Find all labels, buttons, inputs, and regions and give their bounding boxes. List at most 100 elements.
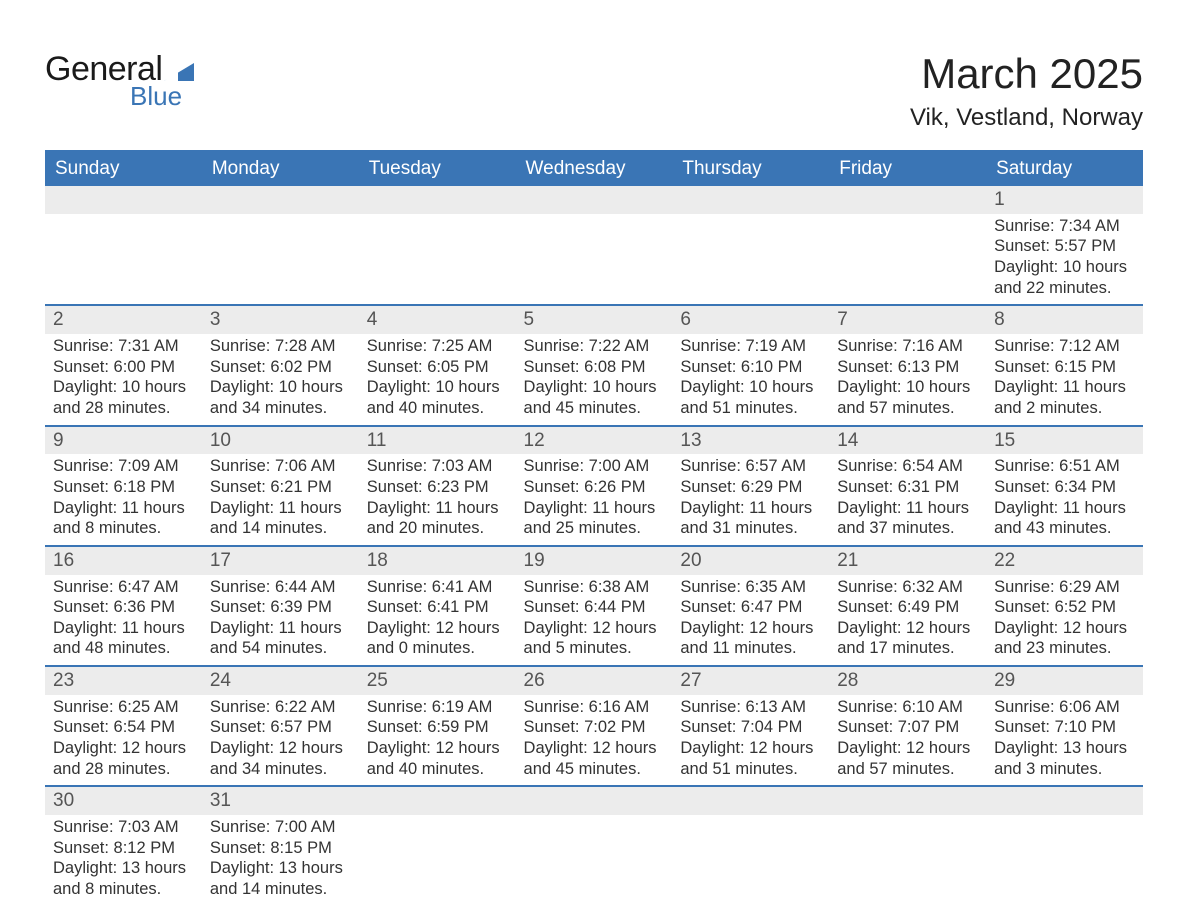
dl1-label: Daylight: 11 hours <box>210 498 351 519</box>
dl2-label: and 0 minutes. <box>367 638 508 659</box>
sunset-label: Sunset: 8:12 PM <box>53 838 194 859</box>
sunrise-label: Sunrise: 6:25 AM <box>53 697 194 718</box>
day-number: 11 <box>359 426 516 455</box>
day-number: 19 <box>516 546 673 575</box>
day-number: 31 <box>202 786 359 815</box>
sunrise-label: Sunrise: 7:03 AM <box>53 817 194 838</box>
day-cell <box>202 214 359 306</box>
dl1-label: Daylight: 12 hours <box>524 618 665 639</box>
sunrise-label: Sunrise: 7:06 AM <box>210 456 351 477</box>
day-cell <box>829 214 986 306</box>
day-number: 26 <box>516 666 673 695</box>
sunset-label: Sunset: 6:15 PM <box>994 357 1135 378</box>
sunrise-label: Sunrise: 7:16 AM <box>837 336 978 357</box>
dl1-label: Daylight: 13 hours <box>210 858 351 879</box>
dl1-label: Daylight: 12 hours <box>837 738 978 759</box>
dl1-label: Daylight: 10 hours <box>367 377 508 398</box>
dl1-label: Daylight: 12 hours <box>680 618 821 639</box>
day-cell <box>986 815 1143 906</box>
sunset-label: Sunset: 6:39 PM <box>210 597 351 618</box>
dl2-label: and 8 minutes. <box>53 518 194 539</box>
day-number <box>359 186 516 214</box>
dl2-label: and 25 minutes. <box>524 518 665 539</box>
sunrise-label: Sunrise: 6:35 AM <box>680 577 821 598</box>
day-cell <box>672 214 829 306</box>
sunrise-label: Sunrise: 7:00 AM <box>210 817 351 838</box>
sunrise-label: Sunrise: 6:32 AM <box>837 577 978 598</box>
day-number: 3 <box>202 305 359 334</box>
day-number-row: 23242526272829 <box>45 666 1143 695</box>
sunrise-label: Sunrise: 7:34 AM <box>994 216 1135 237</box>
sunset-label: Sunset: 6:57 PM <box>210 717 351 738</box>
day-cell: Sunrise: 7:25 AMSunset: 6:05 PMDaylight:… <box>359 334 516 426</box>
sunrise-label: Sunrise: 6:10 AM <box>837 697 978 718</box>
day-number <box>829 786 986 815</box>
dl2-label: and 57 minutes. <box>837 398 978 419</box>
day-cell <box>359 214 516 306</box>
day-cell: Sunrise: 6:29 AMSunset: 6:52 PMDaylight:… <box>986 575 1143 667</box>
header: General Blue March 2025 Vik, Vestland, N… <box>45 50 1143 132</box>
day-cell <box>516 815 673 906</box>
day-cell: Sunrise: 6:32 AMSunset: 6:49 PMDaylight:… <box>829 575 986 667</box>
day-number: 4 <box>359 305 516 334</box>
day-number: 25 <box>359 666 516 695</box>
dl1-label: Daylight: 12 hours <box>367 738 508 759</box>
day-header: Sunday <box>45 151 202 186</box>
sunrise-label: Sunrise: 7:28 AM <box>210 336 351 357</box>
day-cell: Sunrise: 6:19 AMSunset: 6:59 PMDaylight:… <box>359 695 516 787</box>
sunset-label: Sunset: 5:57 PM <box>994 236 1135 257</box>
dl1-label: Daylight: 10 hours <box>994 257 1135 278</box>
day-cell: Sunrise: 7:00 AMSunset: 6:26 PMDaylight:… <box>516 454 673 546</box>
day-number: 22 <box>986 546 1143 575</box>
day-cell: Sunrise: 6:41 AMSunset: 6:41 PMDaylight:… <box>359 575 516 667</box>
day-content-row: Sunrise: 6:47 AMSunset: 6:36 PMDaylight:… <box>45 575 1143 667</box>
day-number: 21 <box>829 546 986 575</box>
day-number: 24 <box>202 666 359 695</box>
dl2-label: and 43 minutes. <box>994 518 1135 539</box>
dl2-label: and 22 minutes. <box>994 278 1135 299</box>
day-number: 15 <box>986 426 1143 455</box>
day-number: 12 <box>516 426 673 455</box>
sunset-label: Sunset: 6:18 PM <box>53 477 194 498</box>
sunrise-label: Sunrise: 6:57 AM <box>680 456 821 477</box>
dl1-label: Daylight: 12 hours <box>210 738 351 759</box>
sunset-label: Sunset: 6:26 PM <box>524 477 665 498</box>
sunset-label: Sunset: 7:04 PM <box>680 717 821 738</box>
day-number <box>829 186 986 214</box>
dl1-label: Daylight: 10 hours <box>53 377 194 398</box>
day-cell: Sunrise: 7:03 AMSunset: 6:23 PMDaylight:… <box>359 454 516 546</box>
sunset-label: Sunset: 6:36 PM <box>53 597 194 618</box>
sunrise-label: Sunrise: 6:19 AM <box>367 697 508 718</box>
dl2-label: and 54 minutes. <box>210 638 351 659</box>
sunset-label: Sunset: 6:34 PM <box>994 477 1135 498</box>
day-number: 7 <box>829 305 986 334</box>
dl1-label: Daylight: 12 hours <box>837 618 978 639</box>
day-number: 10 <box>202 426 359 455</box>
day-number: 17 <box>202 546 359 575</box>
day-cell: Sunrise: 6:06 AMSunset: 7:10 PMDaylight:… <box>986 695 1143 787</box>
dl2-label: and 17 minutes. <box>837 638 978 659</box>
dl1-label: Daylight: 10 hours <box>837 377 978 398</box>
day-cell: Sunrise: 6:16 AMSunset: 7:02 PMDaylight:… <box>516 695 673 787</box>
day-number: 8 <box>986 305 1143 334</box>
sunrise-label: Sunrise: 6:54 AM <box>837 456 978 477</box>
dl2-label: and 34 minutes. <box>210 759 351 780</box>
sunset-label: Sunset: 6:44 PM <box>524 597 665 618</box>
dl1-label: Daylight: 11 hours <box>524 498 665 519</box>
dl2-label: and 23 minutes. <box>994 638 1135 659</box>
dl1-label: Daylight: 11 hours <box>994 377 1135 398</box>
sunset-label: Sunset: 6:08 PM <box>524 357 665 378</box>
dl1-label: Daylight: 12 hours <box>367 618 508 639</box>
day-cell <box>359 815 516 906</box>
calendar-table: Sunday Monday Tuesday Wednesday Thursday… <box>45 150 1143 906</box>
day-cell <box>516 214 673 306</box>
day-cell: Sunrise: 6:10 AMSunset: 7:07 PMDaylight:… <box>829 695 986 787</box>
dl2-label: and 31 minutes. <box>680 518 821 539</box>
day-cell: Sunrise: 7:22 AMSunset: 6:08 PMDaylight:… <box>516 334 673 426</box>
dl1-label: Daylight: 12 hours <box>680 738 821 759</box>
day-cell: Sunrise: 6:57 AMSunset: 6:29 PMDaylight:… <box>672 454 829 546</box>
logo-flag-icon <box>164 59 194 81</box>
sunset-label: Sunset: 6:59 PM <box>367 717 508 738</box>
day-number: 20 <box>672 546 829 575</box>
dl1-label: Daylight: 10 hours <box>524 377 665 398</box>
